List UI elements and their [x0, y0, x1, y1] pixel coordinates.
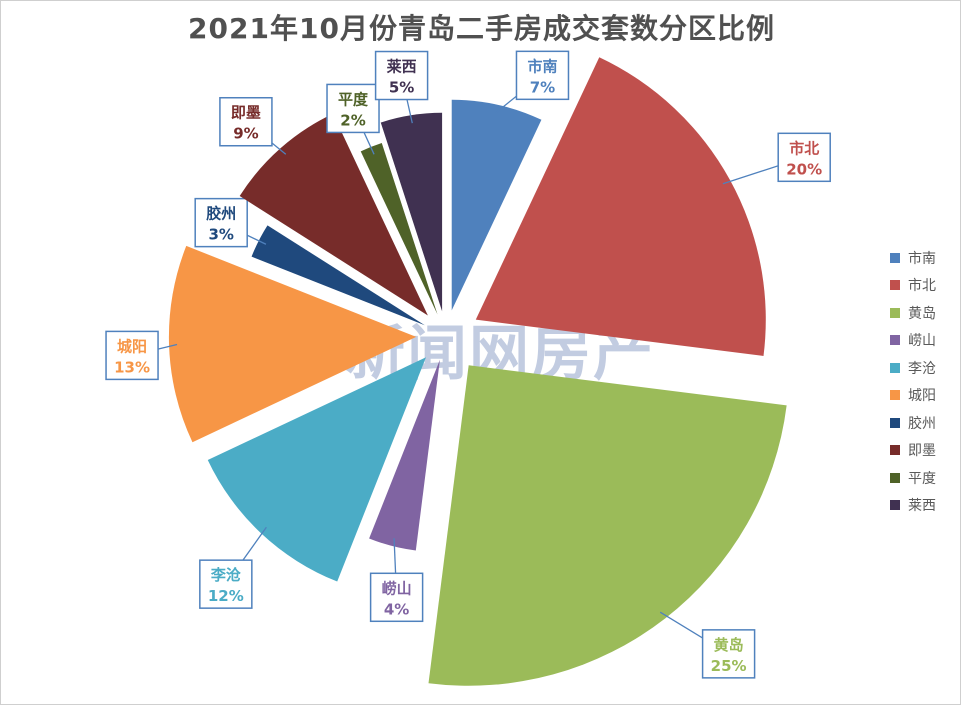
data-label-category: 城阳 [117, 337, 147, 355]
legend-item-市北: 市北 [890, 272, 936, 300]
pie-slice-崂山 [369, 359, 440, 551]
data-label-莱西: 莱西 5% [374, 50, 429, 124]
legend-swatch [890, 280, 900, 291]
data-label-value: 3% [208, 226, 233, 244]
data-label-value: 7% [530, 78, 555, 96]
legend-item-黄岛: 黄岛 [890, 299, 936, 327]
legend-swatch [890, 307, 900, 318]
legend-label: 崂山 [908, 333, 936, 350]
data-label-value: 5% [389, 79, 414, 97]
data-label-category: 市北 [789, 139, 819, 157]
data-label-value: 13% [114, 358, 150, 376]
legend-label: 黄岛 [908, 305, 936, 322]
data-label-category: 李沧 [210, 566, 241, 584]
data-label-李沧: 李沧 12% [199, 526, 267, 609]
pie-slice-市北 [475, 57, 766, 356]
data-label-value: 9% [233, 125, 258, 143]
legend-swatch [890, 252, 900, 263]
data-label-value: 12% [208, 587, 244, 605]
data-label-value: 2% [340, 111, 365, 129]
data-label-category: 市南 [527, 57, 557, 75]
data-label-市北: 市北 20% [722, 132, 831, 185]
pie-slice-即墨 [239, 113, 428, 316]
data-label-category: 黄岛 [714, 636, 744, 654]
legend-swatch [890, 500, 900, 511]
data-label-category: 平度 [338, 90, 369, 108]
legend-label: 城阳 [908, 388, 936, 405]
legend-label: 莱西 [908, 498, 936, 515]
legend-item-崂山: 崂山 [890, 327, 936, 355]
chart-title: 2021年10月份青岛二手房成交套数分区比例 [188, 12, 775, 45]
pie-slice-莱西 [380, 112, 443, 312]
legend-item-市南: 市南 [890, 244, 936, 272]
legend-item-城阳: 城阳 [890, 382, 936, 410]
data-label-黄岛: 黄岛 25% [659, 611, 756, 679]
pie-slice-黄岛 [428, 365, 787, 686]
legend-swatch [890, 390, 900, 401]
data-label-category: 莱西 [387, 58, 417, 76]
data-label-category: 即墨 [231, 104, 261, 122]
legend-swatch [890, 472, 900, 483]
legend-item-莱西: 莱西 [890, 492, 936, 520]
data-label-value: 20% [786, 160, 822, 178]
legend-swatch [890, 362, 900, 373]
data-label-平度: 平度 2% [326, 83, 380, 155]
legend-item-即墨: 即墨 [890, 437, 936, 465]
data-label-category: 崂山 [382, 579, 412, 597]
legend-label: 市北 [908, 278, 936, 295]
data-label-城阳: 城阳 13% [105, 330, 178, 381]
chart-legend: 市南市北黄岛崂山李沧城阳胶州即墨平度莱西 [890, 244, 936, 519]
legend-label: 胶州 [908, 415, 936, 432]
legend-label: 即墨 [908, 443, 936, 460]
legend-swatch [890, 417, 900, 428]
legend-label: 市南 [908, 250, 936, 267]
data-label-胶州: 胶州 3% [194, 197, 267, 248]
data-label-崂山: 崂山 4% [369, 538, 424, 623]
legend-label: 平度 [908, 470, 936, 487]
legend-item-胶州: 胶州 [890, 409, 936, 437]
legend-swatch [890, 445, 900, 456]
data-label-即墨: 即墨 9% [219, 96, 287, 155]
pie-slice-城阳 [168, 245, 417, 443]
data-label-市南: 市南 7% [495, 50, 570, 114]
pie-slice-市南 [451, 99, 542, 311]
data-label-value: 25% [711, 657, 747, 675]
pie-slice-李沧 [207, 357, 427, 582]
data-label-value: 4% [384, 600, 409, 618]
pie-slice-胶州 [251, 225, 425, 326]
legend-item-李沧: 李沧 [890, 354, 936, 382]
legend-swatch [890, 335, 900, 346]
data-label-category: 胶州 [206, 205, 236, 223]
legend-label: 李沧 [908, 360, 936, 377]
legend-item-平度: 平度 [890, 464, 936, 492]
pie-slice-平度 [360, 143, 438, 315]
